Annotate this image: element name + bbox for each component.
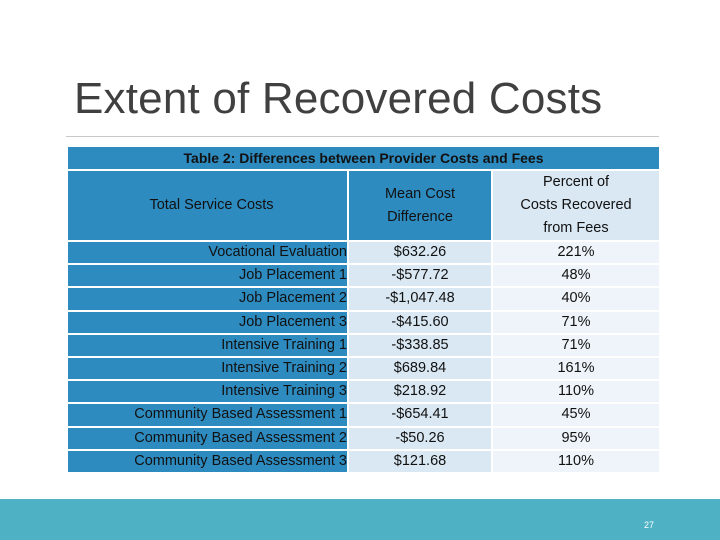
percent-cell: 110% xyxy=(491,379,661,405)
header-percent-line-1: Percent of xyxy=(542,174,610,190)
table-row: Job Placement 2 -$1,047.48 40% xyxy=(66,286,661,312)
mean-cost-cell: -$338.85 xyxy=(347,332,493,359)
percent-cell: 161% xyxy=(491,356,661,382)
service-cell: Community Based Assessment 2 xyxy=(66,425,349,451)
percent-cell: 71% xyxy=(491,309,661,335)
table-row: Community Based Assessment 2 -$50.26 95% xyxy=(66,425,661,451)
service-cell: Job Placement 1 xyxy=(66,263,349,289)
footer-bar xyxy=(0,499,720,540)
page-number: 27 xyxy=(643,520,654,530)
table-row: Community Based Assessment 1 -$654.41 45… xyxy=(66,402,661,428)
service-cell: Job Placement 2 xyxy=(66,286,349,312)
table-row: Job Placement 3 -$415.60 71% xyxy=(66,309,661,335)
mean-cost-cell: $632.26 xyxy=(347,239,493,266)
percent-cell: 110% xyxy=(491,448,661,475)
header-percent-line-3: from Fees xyxy=(543,220,609,236)
percent-cell: 48% xyxy=(491,263,661,289)
header-service: Total Service Costs xyxy=(66,169,349,242)
service-cell: Job Placement 3 xyxy=(66,309,349,335)
mean-cost-cell: -$654.41 xyxy=(347,402,493,428)
table-row: Intensive Training 3 $218.92 110% xyxy=(66,379,661,405)
table-caption: Table 2: Differences between Provider Co… xyxy=(66,145,661,171)
mean-cost-cell: -$50.26 xyxy=(347,425,493,451)
mean-cost-cell: $121.68 xyxy=(347,448,493,475)
percent-cell: 221% xyxy=(491,239,661,266)
percent-cell: 40% xyxy=(491,286,661,312)
service-cell: Community Based Assessment 3 xyxy=(66,448,349,475)
service-cell: Intensive Training 3 xyxy=(66,379,349,405)
service-cell: Vocational Evaluation xyxy=(66,239,349,266)
service-cell: Community Based Assessment 1 xyxy=(66,402,349,428)
slide-title: Extent of Recovered Costs xyxy=(74,74,603,123)
header-mean-line-1: Mean Cost xyxy=(384,185,456,202)
percent-cell: 71% xyxy=(491,332,661,359)
header-percent-recovered: Percent of Costs Recovered from Fees xyxy=(491,169,661,242)
table-row: Job Placement 1 -$577.72 48% xyxy=(66,263,661,289)
mean-cost-cell: $218.92 xyxy=(347,379,493,405)
mean-cost-cell: $689.84 xyxy=(347,356,493,382)
service-cell: Intensive Training 1 xyxy=(66,332,349,359)
table-row: Vocational Evaluation $632.26 221% xyxy=(66,239,661,266)
title-divider xyxy=(66,136,659,137)
percent-cell: 45% xyxy=(491,402,661,428)
mean-cost-cell: -$1,047.48 xyxy=(347,286,493,312)
table-row: Community Based Assessment 3 $121.68 110… xyxy=(66,448,661,475)
table-row: Intensive Training 1 -$338.85 71% xyxy=(66,332,661,359)
header-mean-cost: Mean Cost Difference xyxy=(347,169,493,242)
service-cell: Intensive Training 2 xyxy=(66,356,349,382)
percent-cell: 95% xyxy=(491,425,661,451)
header-mean-line-2: Difference xyxy=(387,208,453,225)
table-row: Intensive Training 2 $689.84 161% xyxy=(66,356,661,382)
header-percent-line-2: Costs Recovered xyxy=(520,197,632,213)
mean-cost-cell: -$415.60 xyxy=(347,309,493,335)
costs-table: Table 2: Differences between Provider Co… xyxy=(66,145,661,475)
mean-cost-cell: -$577.72 xyxy=(347,263,493,289)
